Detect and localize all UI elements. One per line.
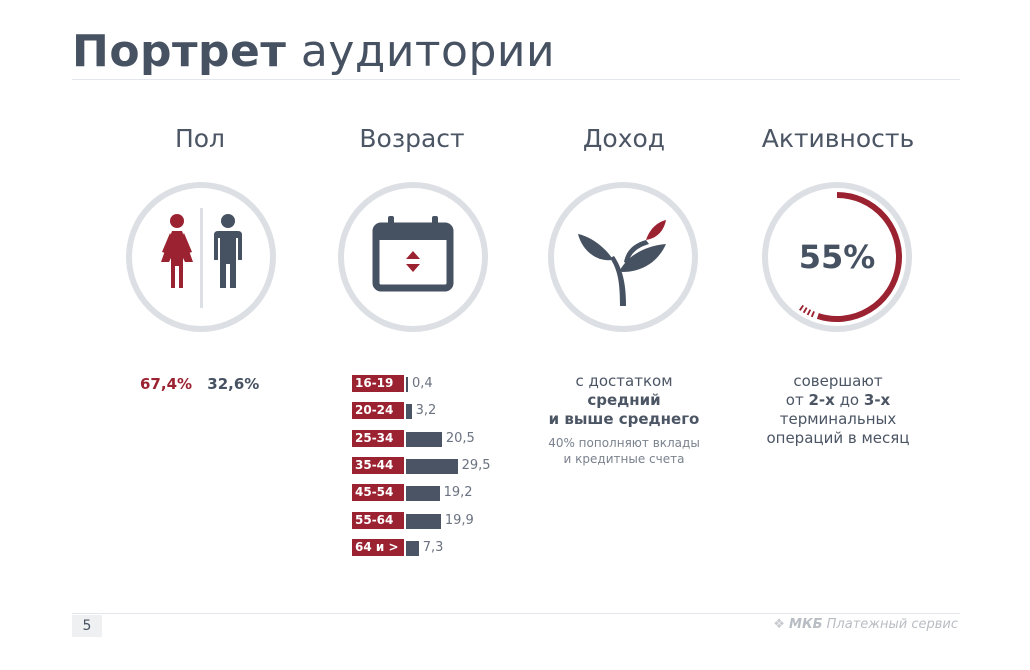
income-subtext: 40% пополняют вклады и кредитные счета	[524, 435, 724, 467]
age-label: 25-34	[352, 429, 404, 447]
progress-tail-dash	[806, 309, 812, 316]
title-light: аудитории	[300, 26, 556, 77]
heading-age: Возраст	[359, 124, 465, 153]
activity-max: 3-х	[863, 391, 891, 409]
age-label: 16-19	[352, 375, 404, 392]
page-number: 5	[72, 615, 102, 637]
income-line2: средний	[587, 391, 661, 409]
age-value: 7,3	[422, 539, 444, 555]
age-value: 19,9	[444, 512, 474, 528]
title-divider	[72, 79, 960, 80]
age-value: 3,2	[415, 403, 437, 419]
page-title: Портрет аудитории	[72, 26, 555, 77]
income-sub1: 40% пополняют вклады	[548, 436, 700, 450]
progress-tail-dash	[799, 304, 804, 311]
activity-line2: от 2-х до 3-х	[738, 391, 938, 410]
gender-values: 67,4% 32,6%	[140, 375, 259, 393]
age-bar	[406, 513, 441, 529]
income-sub2: и кредитные счета	[563, 452, 685, 466]
activity-percent: 55%	[798, 238, 876, 276]
activity-line4: операций в месяц	[766, 429, 910, 447]
income-circle	[548, 182, 698, 332]
age-value: 20,5	[445, 430, 475, 446]
age-label: 45-54	[352, 484, 404, 502]
activity-circle: 55%	[762, 182, 912, 332]
activity-from: от	[785, 391, 809, 409]
sprout-icon	[578, 220, 666, 306]
age-bar	[406, 486, 440, 502]
age-value: 0,4	[412, 376, 433, 391]
age-value: 29,5	[461, 457, 491, 473]
activity-description: совершают от 2-х до 3-х терминальных опе…	[738, 372, 938, 448]
gender-circle	[126, 182, 276, 332]
activity-min: 2-х	[808, 391, 835, 409]
age-bar	[406, 404, 412, 420]
progress-tail-dash	[810, 311, 815, 318]
age-circle	[338, 182, 488, 332]
brand-logo: МКБ	[789, 617, 823, 632]
age-bar	[406, 458, 458, 474]
age-label: 20-24	[352, 402, 404, 420]
female-percent: 67,4%	[140, 375, 193, 393]
income-description: с достатком средний и выше среднего	[524, 372, 724, 429]
age-label: 64 и >	[352, 538, 404, 556]
female-male-icon	[161, 208, 242, 308]
brand-text: Платежный сервис	[826, 617, 958, 632]
heading-income: Доход	[582, 124, 666, 153]
brand: ❖ МКБ Платежный сервис	[773, 617, 958, 632]
activity-to: до	[834, 391, 864, 409]
activity-line3: терминальных	[779, 410, 897, 428]
income-line3: и выше среднего	[548, 410, 700, 428]
heading-gender: Пол	[174, 124, 226, 153]
age-value: 19,2	[443, 485, 473, 501]
brand-mark-icon: ❖	[773, 617, 785, 632]
income-line1: с достатком	[575, 372, 673, 390]
age-bar	[406, 540, 419, 556]
age-bar	[406, 431, 442, 447]
progress-ring-icon	[781, 192, 902, 322]
progress-tail-dash	[802, 307, 808, 314]
age-label: 35-44	[352, 456, 404, 474]
title-bold: Портрет	[72, 26, 287, 77]
calendar-icon	[372, 216, 454, 292]
age-bar	[406, 377, 408, 392]
age-label: 55-64	[352, 511, 404, 529]
heading-activity: Активность	[761, 124, 915, 153]
activity-line1: совершают	[793, 372, 883, 390]
footer-divider	[72, 613, 960, 614]
male-percent: 32,6%	[207, 375, 260, 393]
